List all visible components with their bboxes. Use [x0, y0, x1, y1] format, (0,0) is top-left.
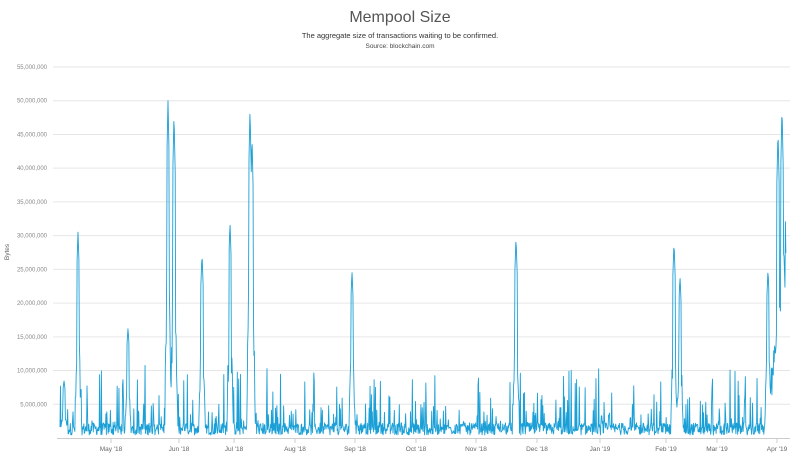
x-tick-label: Mar '19 [706, 446, 728, 453]
y-tick-label: 40,000,000 [17, 166, 48, 172]
y-axis-label: Bytes [4, 243, 11, 260]
y-tick-label: 20,000,000 [17, 301, 48, 307]
y-axis-ticks: 5,000,000 10,000,000 15,000,000 20,000,000 2… [17, 65, 48, 408]
y-tick-label: 50,000,000 [17, 99, 48, 105]
mempool-size-series [59, 100, 787, 436]
x-tick-label: Oct '18 [406, 446, 427, 453]
y-tick-label: 45,000,000 [17, 132, 48, 138]
x-tick-label: Jul '18 [225, 446, 244, 453]
x-tick-label: Aug '18 [284, 446, 306, 453]
x-tick-label: Sep '18 [344, 446, 366, 453]
x-tick-label: Dec '18 [526, 446, 548, 453]
x-tick-label: May '18 [100, 446, 123, 453]
y-tick-label: 10,000,000 [17, 369, 48, 375]
y-tick-label: 25,000,000 [17, 267, 48, 273]
x-tick-label: Nov '18 [465, 446, 487, 453]
chart-title: Mempool Size [349, 9, 451, 26]
y-tick-label: 5,000,000 [20, 402, 47, 408]
y-tick-label: 35,000,000 [17, 200, 48, 206]
y-tick-label: 30,000,000 [17, 234, 48, 240]
x-tick-label: Apr '19 [767, 446, 788, 453]
x-tick-label: Jan '19 [590, 446, 611, 453]
x-tick-label: Feb '19 [655, 446, 677, 453]
y-gridlines [53, 66, 790, 405]
chart-source: Source: blockchain.com [365, 43, 435, 50]
y-tick-label: 15,000,000 [17, 335, 48, 341]
y-tick-label: 55,000,000 [17, 65, 48, 71]
x-tick-label: Jun '18 [169, 446, 190, 453]
chart-subtitle: The aggregate size of transactions waiti… [301, 31, 499, 40]
x-axis-ticks: May '18 Jun '18 Jul '18 Aug '18 Sep '18 Oct '… [100, 438, 788, 453]
